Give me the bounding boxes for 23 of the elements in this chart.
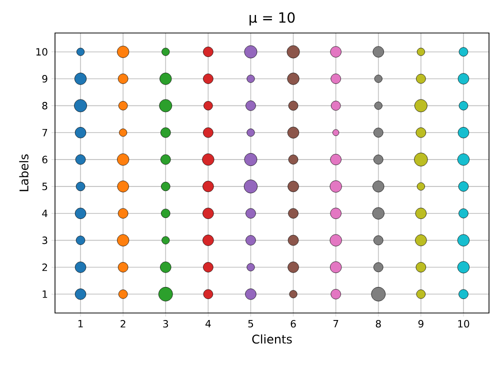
x-tick-label: 6 (290, 320, 296, 328)
y-tick-label: 3 (42, 236, 48, 244)
x-tick-label: 10 (458, 320, 470, 328)
y-tick-label: 8 (42, 102, 48, 110)
y-axis-title: Labels (19, 154, 28, 192)
y-tick-label: 6 (42, 156, 48, 164)
x-tick-label: 7 (333, 320, 338, 328)
x-tick-label: 3 (163, 320, 168, 328)
x-tick-label: 4 (205, 320, 211, 328)
y-tick-label: 4 (42, 210, 48, 218)
x-tick-label: 9 (418, 320, 424, 328)
y-tick-label: 2 (42, 264, 47, 271)
x-tick-label: 2 (120, 320, 126, 328)
y-tick-label: 7 (42, 128, 48, 136)
y-tick-label: 9 (42, 74, 48, 83)
chart-title: μ = 10 (250, 12, 295, 26)
y-tick-label: 5 (42, 182, 48, 190)
x-tick-label: 5 (248, 320, 254, 328)
x-tick-label: 8 (376, 320, 381, 328)
x-axis-title: Clients (252, 334, 292, 344)
y-tick-label: 10 (36, 48, 48, 56)
y-tick-label: 1 (42, 290, 48, 298)
x-tick-label: 1 (78, 320, 83, 328)
